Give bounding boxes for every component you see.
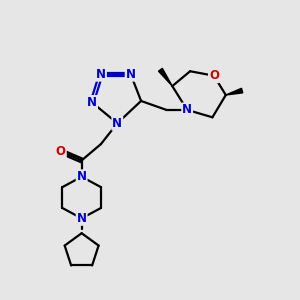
Polygon shape	[158, 68, 172, 86]
Text: N: N	[112, 117, 122, 130]
Text: N: N	[87, 96, 97, 109]
Text: O: O	[56, 145, 66, 158]
Text: N: N	[182, 103, 192, 116]
Text: O: O	[209, 69, 219, 82]
Text: N: N	[126, 68, 136, 81]
Text: N: N	[96, 68, 106, 81]
Text: N: N	[76, 212, 87, 225]
Text: N: N	[76, 170, 87, 183]
Polygon shape	[226, 88, 243, 95]
